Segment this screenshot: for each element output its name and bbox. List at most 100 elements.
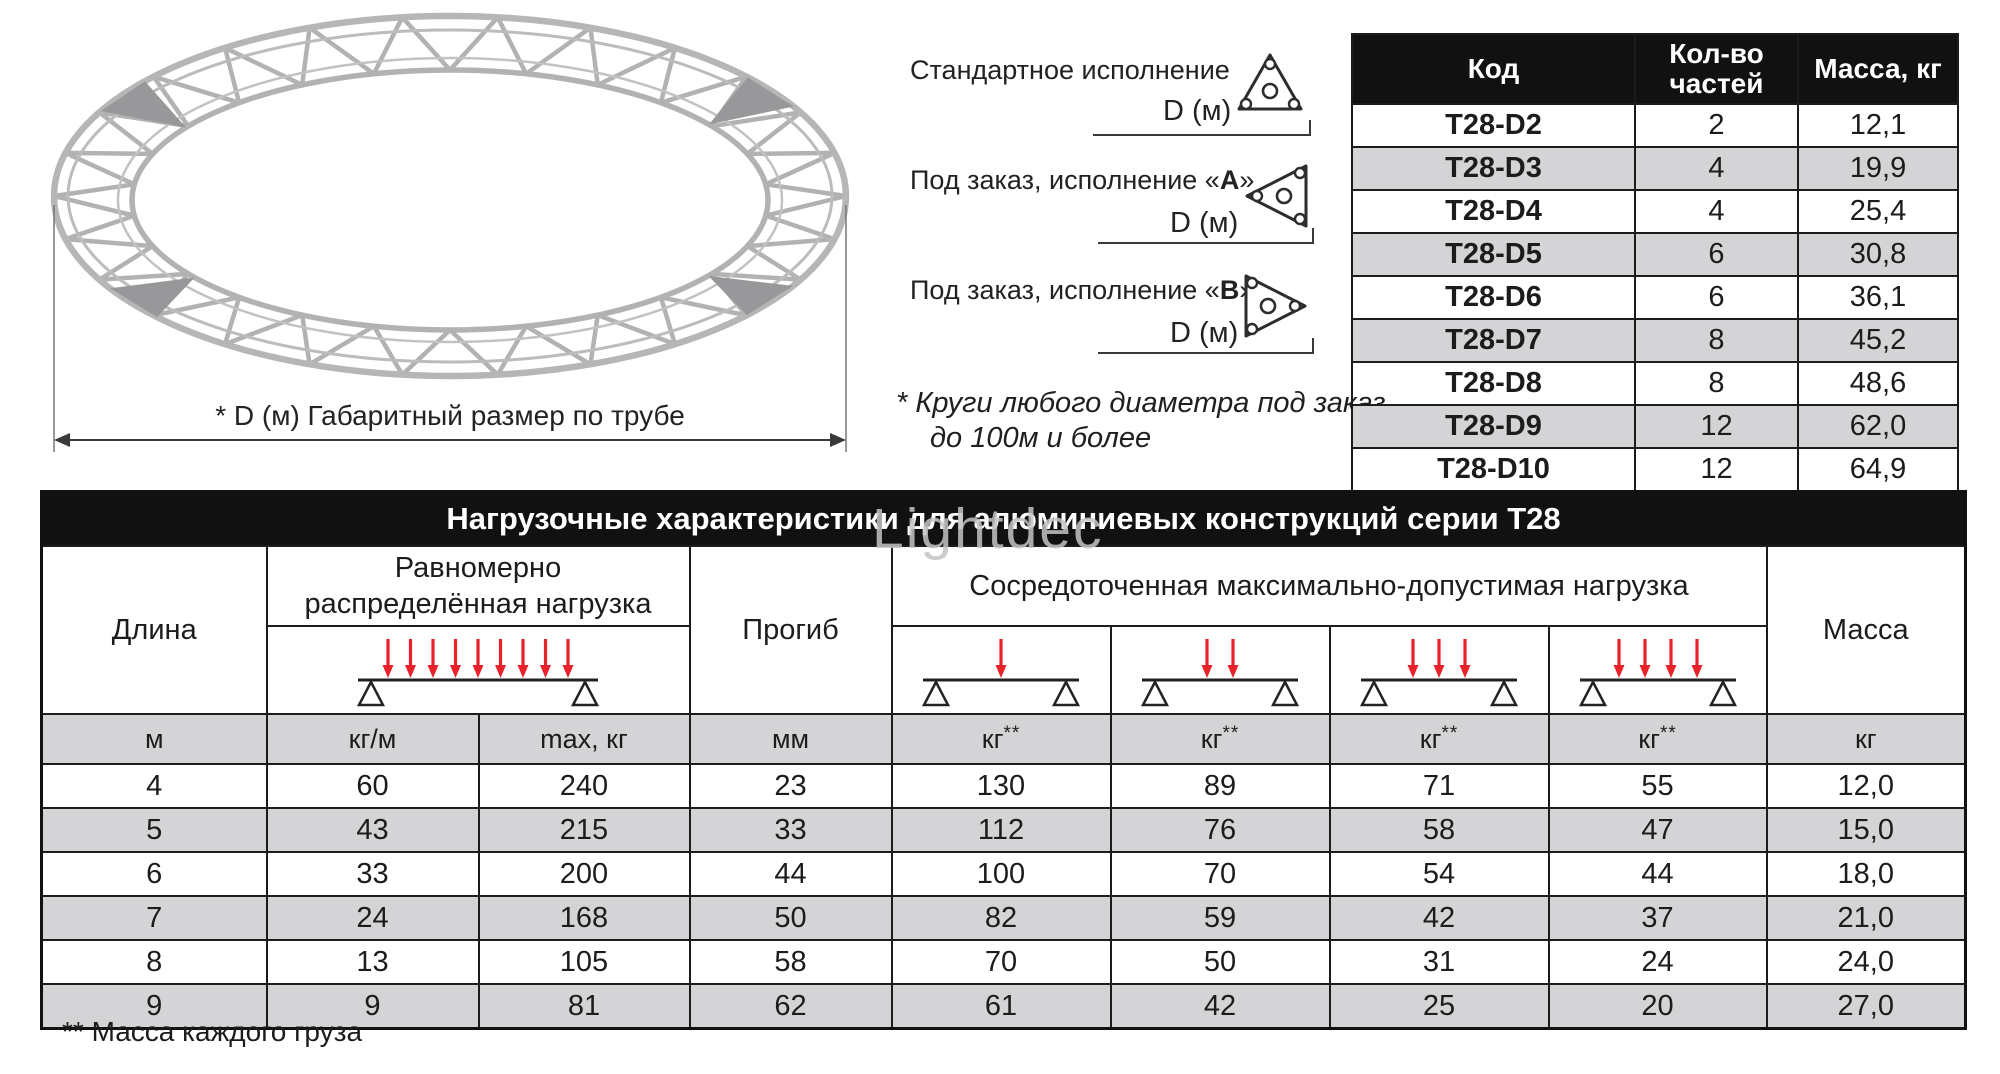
dim-leader-line (1093, 120, 1311, 136)
load-cell: 168 (477, 895, 691, 941)
custom-diameter-note: * Круги любого диаметра под заказ до 100… (896, 387, 1386, 454)
parts-table-body: T28-D2 2 12,1 T28-D3 4 19,9 T28-D4 4 25,4 T28-D5 6… (1351, 103, 1959, 492)
load-cell: 44 (688, 851, 893, 897)
parts-cell: T28-D2 (1351, 103, 1636, 148)
triangle-left-icon (1245, 164, 1308, 228)
unit-cell: max, кг (477, 713, 691, 765)
parts-cell: 30,8 (1797, 232, 1959, 277)
execution-standard-label: Стандартное исполнение (910, 55, 1230, 85)
table-row: T28-D4 4 25,4 (1351, 189, 1959, 234)
load-cell: 200 (477, 851, 691, 897)
load-cell: 50 (688, 895, 893, 941)
unit-cell: кг** (1547, 713, 1768, 765)
unit-cell: кг (1765, 713, 1967, 765)
table-row: T28-D9 12 62,0 (1351, 404, 1959, 449)
table-row: 4 60 240 23 130 89 71 55 12,0 (40, 763, 1967, 809)
parts-col-count: Кол-во частей (1634, 33, 1799, 105)
load-cell: 15,0 (1765, 807, 1967, 853)
execution-a-label: Под заказ, исполнение «А» (910, 165, 1255, 195)
table-row: 8 13 105 58 70 50 31 24 24,0 (40, 939, 1967, 985)
concentrated-load-diagram-3 (1359, 639, 1519, 707)
load-cell: 47 (1547, 807, 1768, 853)
parts-cell: T28-D3 (1351, 146, 1636, 191)
load-cell: 58 (1328, 807, 1550, 853)
load-cell: 24 (265, 895, 480, 941)
parts-cell: 6 (1634, 275, 1799, 320)
load-cell: 55 (1547, 763, 1768, 809)
execution-standard-dim: D (м) (1163, 95, 1232, 127)
load-cell: 37 (1547, 895, 1768, 941)
parts-cell: T28-D6 (1351, 275, 1636, 320)
parts-cell: 8 (1634, 361, 1799, 406)
parts-cell: 4 (1634, 146, 1799, 191)
unit-cell: кг/м (265, 713, 480, 765)
load-table-body: 4 60 240 23 130 89 71 55 12,0 5 43 215 33 112 76 58 47 15… (40, 763, 1967, 1030)
load-cell: 62 (688, 983, 893, 1030)
load-cell: 23 (688, 763, 893, 809)
load-table: Нагрузочные характеристики для алюминиев… (40, 490, 1968, 1030)
parts-cell: T28-D8 (1351, 361, 1636, 406)
parts-cell: T28-D4 (1351, 189, 1636, 234)
parts-cell: 25,4 (1797, 189, 1959, 234)
table-row: T28-D6 6 36,1 (1351, 275, 1959, 320)
load-cell: 12,0 (1765, 763, 1967, 809)
load-cell: 76 (1109, 807, 1331, 853)
dim-leader-line (1098, 228, 1314, 244)
load-cell: 70 (1109, 851, 1331, 897)
col-uniform-header: Равномерно распределённая нагрузка (265, 545, 691, 627)
parts-cell: T28-D5 (1351, 232, 1636, 277)
table-row: T28-D10 12 64,9 (1351, 447, 1959, 492)
dimension-caption: * D (м) Габаритный размер по трубе (215, 400, 685, 431)
parts-cell: T28-D10 (1351, 447, 1636, 492)
load-cell: 42 (1328, 895, 1550, 941)
col-deflection-header: Прогиб (688, 545, 893, 715)
unit-cell: кг** (1109, 713, 1331, 765)
execution-b-dim: D (м) (1170, 317, 1239, 349)
load-cell: 42 (1109, 983, 1331, 1030)
parts-table: Код Кол-во частей Масса, кг T28-D2 2 12,1 T… (1351, 33, 1959, 492)
table-row: T28-D7 8 45,2 (1351, 318, 1959, 363)
load-table-title: Нагрузочные характеристики для алюминиев… (40, 490, 1967, 547)
parts-cell: 12,1 (1797, 103, 1959, 148)
unit-cell: мм (688, 713, 893, 765)
parts-cell: T28-D9 (1351, 404, 1636, 449)
execution-b-label: Под заказ, исполнение «B» (910, 275, 1254, 305)
load-cell: 24 (1547, 939, 1768, 985)
load-cell: 33 (265, 851, 480, 897)
load-cell: 7 (40, 895, 268, 941)
load-cell: 59 (1109, 895, 1331, 941)
parts-col-code: Код (1351, 33, 1636, 105)
parts-cell: 4 (1634, 189, 1799, 234)
parts-cell: 36,1 (1797, 275, 1959, 320)
load-diagram-row (42, 625, 1966, 715)
load-cell: 43 (265, 807, 480, 853)
parts-cell: 2 (1634, 103, 1799, 148)
parts-header-row: Код Кол-во частей Масса, кг (1351, 33, 1959, 105)
parts-cell: 8 (1634, 318, 1799, 363)
load-cell: 13 (265, 939, 480, 985)
load-cell: 44 (1547, 851, 1768, 897)
uniform-load-diagram (356, 639, 600, 707)
load-cell: 21,0 (1765, 895, 1967, 941)
parts-cell: 6 (1634, 232, 1799, 277)
load-cell: 112 (890, 807, 1112, 853)
triangle-up-icon (1237, 53, 1303, 111)
load-group-header-row: Длина Равномерно распределённая нагрузка… (40, 545, 1967, 715)
load-cell: 215 (477, 807, 691, 853)
load-cell: 6 (40, 851, 268, 897)
parts-cell: 19,9 (1797, 146, 1959, 191)
table-row: 9 9 81 62 61 42 25 20 27,0 (40, 983, 1967, 1030)
unit-cell: кг** (890, 713, 1112, 765)
load-cell: 54 (1328, 851, 1550, 897)
load-cell: 5 (40, 807, 268, 853)
mass-footnote: ** Масса каждого груза (62, 1016, 363, 1047)
parts-cell: 48,6 (1797, 361, 1959, 406)
col-mass-header: Масса (1765, 545, 1967, 715)
load-cell: 100 (890, 851, 1112, 897)
load-cell: 27,0 (1765, 983, 1967, 1030)
load-cell: 33 (688, 807, 893, 853)
table-row: T28-D5 6 30,8 (1351, 232, 1959, 277)
load-cell: 50 (1109, 939, 1331, 985)
parts-cell: 64,9 (1797, 447, 1959, 492)
